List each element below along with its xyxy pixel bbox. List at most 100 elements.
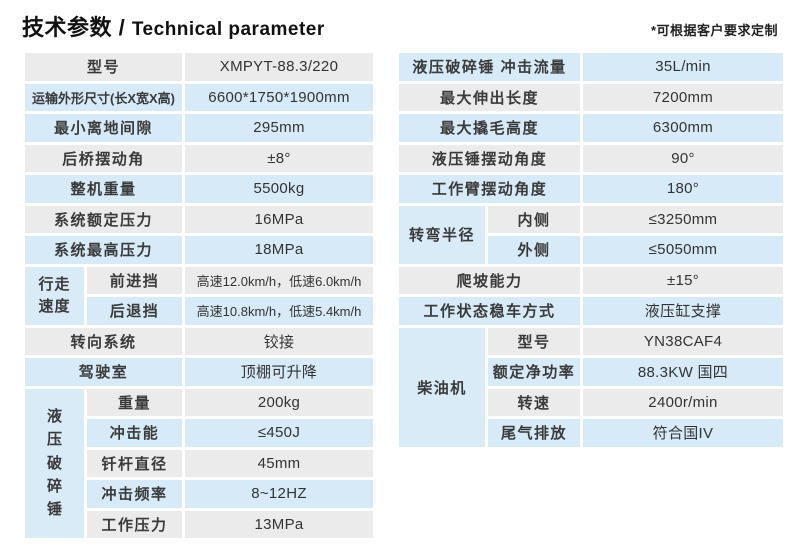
group-label: 行走速度 bbox=[25, 266, 84, 325]
param-value: 6600*1750*1900mm bbox=[185, 83, 373, 111]
group-label: 转弯半径 bbox=[399, 205, 485, 264]
param-value: ≤3250mm bbox=[583, 205, 783, 233]
param-label: 液压破碎锤 冲击流量 bbox=[399, 53, 580, 81]
param-label: 驾驶室 bbox=[25, 358, 182, 386]
table-row: 工作压力 13MPa bbox=[25, 510, 373, 538]
param-label: 系统最高压力 bbox=[25, 236, 182, 264]
param-label: 最小离地间隙 bbox=[25, 114, 182, 142]
table-row: 冲击频率 8~12HZ bbox=[25, 480, 373, 508]
table-row: 尾气排放 符合国IV bbox=[399, 419, 783, 447]
param-label: 整机重量 bbox=[25, 175, 182, 203]
sub-label: 钎杆直径 bbox=[87, 449, 182, 477]
param-value: 45mm bbox=[185, 449, 373, 477]
param-value: ≤5050mm bbox=[583, 236, 783, 264]
param-label: 后桥摆动角 bbox=[25, 144, 182, 172]
param-value: ±15° bbox=[583, 266, 783, 294]
customization-note: *可根据客户要求定制 bbox=[650, 23, 778, 38]
table-row: 液压破碎锤 重量 200kg bbox=[25, 388, 373, 538]
table-row: 运输外形尺寸(长X宽X高) 6600*1750*1900mm bbox=[25, 83, 373, 111]
sub-label: 重量 bbox=[87, 388, 182, 416]
param-label: 工作状态稳车方式 bbox=[399, 297, 580, 325]
sub-label: 尾气排放 bbox=[488, 419, 580, 447]
sub-label: 内侧 bbox=[488, 205, 580, 233]
sub-label: 冲击能 bbox=[87, 419, 182, 447]
table-row: 后退挡 高速10.8km/h，低速5.4km/h bbox=[25, 297, 373, 325]
table-row: 工作臂摆动角度 180° bbox=[399, 175, 783, 203]
sub-label: 型号 bbox=[488, 327, 580, 355]
table-row: 工作状态稳车方式 液压缸支撑 bbox=[399, 297, 783, 325]
param-value: XMPYT-88.3/220 bbox=[185, 53, 373, 81]
param-value: 200kg bbox=[185, 388, 373, 416]
page-title-zh: 技术参数 bbox=[22, 15, 113, 40]
table-row: 最大伸出长度 7200mm bbox=[399, 83, 783, 111]
param-value: 18MPa bbox=[185, 236, 373, 264]
table-row: 冲击能 ≤450J bbox=[25, 419, 373, 447]
param-value: 2400r/min bbox=[583, 388, 783, 416]
sub-label: 额定净功率 bbox=[488, 358, 580, 386]
param-label: 最大撬毛高度 bbox=[399, 114, 580, 142]
param-value: 铰接 bbox=[185, 327, 373, 355]
param-value: YN38CAF4 bbox=[583, 327, 783, 355]
table-row: 转向系统 铰接 bbox=[25, 327, 373, 355]
param-label: 转向系统 bbox=[25, 327, 182, 355]
param-value: 16MPa bbox=[185, 205, 373, 233]
group-label-text: 液压破碎锤 bbox=[46, 408, 62, 519]
sub-label: 冲击频率 bbox=[87, 480, 182, 508]
param-label: 系统额定压力 bbox=[25, 205, 182, 233]
param-label: 工作臂摆动角度 bbox=[399, 175, 580, 203]
param-value: ≤450J bbox=[185, 419, 373, 447]
table-row: 行走速度 前进挡 高速12.0km/h，低速6.0km/h bbox=[25, 266, 373, 325]
param-label: 型号 bbox=[25, 53, 182, 81]
param-value: 液压缸支撑 bbox=[583, 297, 783, 325]
table-row: 整机重量 5500kg bbox=[25, 175, 373, 203]
table-row: 液压锤摆动角度 90° bbox=[399, 144, 783, 172]
table-row: 后桥摆动角 ±8° bbox=[25, 144, 373, 172]
page-title: 技术参数 / Technical parameter bbox=[22, 10, 325, 42]
sub-label: 工作压力 bbox=[87, 510, 182, 538]
table-row: 额定净功率 88.3KW 国四 bbox=[399, 358, 783, 386]
table-row: 系统额定压力 16MPa bbox=[25, 205, 373, 233]
param-label: 液压锤摆动角度 bbox=[399, 144, 580, 172]
param-value: 90° bbox=[583, 144, 783, 172]
param-value: 符合国IV bbox=[583, 419, 783, 447]
param-label: 运输外形尺寸(长X宽X高) bbox=[25, 83, 182, 111]
table-row: 钎杆直径 45mm bbox=[25, 449, 373, 477]
table-row: 转速 2400r/min bbox=[399, 388, 783, 416]
param-label: 爬坡能力 bbox=[399, 266, 580, 294]
param-value: 6300mm bbox=[583, 114, 783, 142]
right-spec-table: 液压破碎锤 冲击流量 35L/min 最大伸出长度 7200mm 最大撬毛高度 … bbox=[396, 50, 786, 450]
param-value: 180° bbox=[583, 175, 783, 203]
param-value: 高速12.0km/h，低速6.0km/h bbox=[185, 266, 373, 294]
table-row: 最大撬毛高度 6300mm bbox=[399, 114, 783, 142]
param-value: 高速10.8km/h，低速5.4km/h bbox=[185, 297, 373, 325]
table-row: 外侧 ≤5050mm bbox=[399, 236, 783, 264]
param-value: 35L/min bbox=[583, 53, 783, 81]
group-label: 柴油机 bbox=[399, 327, 485, 447]
sub-label: 转速 bbox=[488, 388, 580, 416]
param-value: ±8° bbox=[185, 144, 373, 172]
page-title-separator: / bbox=[112, 15, 132, 40]
param-label: 最大伸出长度 bbox=[399, 83, 580, 111]
param-value: 13MPa bbox=[185, 510, 373, 538]
param-value: 88.3KW 国四 bbox=[583, 358, 783, 386]
group-label: 液压破碎锤 bbox=[25, 388, 84, 538]
table-row: 系统最高压力 18MPa bbox=[25, 236, 373, 264]
page-title-en: Technical parameter bbox=[131, 19, 325, 40]
table-row: 驾驶室 顶棚可升降 bbox=[25, 358, 373, 386]
sub-label: 后退挡 bbox=[87, 297, 182, 325]
param-value: 7200mm bbox=[583, 83, 783, 111]
spec-sheet-page: 技术参数 / Technical parameter *可根据客户要求定制 型号… bbox=[22, 10, 790, 541]
param-value: 8~12HZ bbox=[185, 480, 373, 508]
param-value: 295mm bbox=[185, 114, 373, 142]
group-label-text: 行走速度 bbox=[38, 275, 71, 315]
table-row: 型号 XMPYT-88.3/220 bbox=[25, 53, 373, 81]
table-row: 爬坡能力 ±15° bbox=[399, 266, 783, 294]
left-spec-table: 型号 XMPYT-88.3/220 运输外形尺寸(长X宽X高) 6600*175… bbox=[22, 50, 376, 541]
param-value: 5500kg bbox=[185, 175, 373, 203]
table-row: 转弯半径 内侧 ≤3250mm bbox=[399, 205, 783, 264]
spec-tables: 型号 XMPYT-88.3/220 运输外形尺寸(长X宽X高) 6600*175… bbox=[22, 50, 790, 541]
table-row: 柴油机 型号 YN38CAF4 bbox=[399, 327, 783, 447]
sub-label: 外侧 bbox=[488, 236, 580, 264]
sub-label: 前进挡 bbox=[87, 266, 182, 294]
table-row: 最小离地间隙 295mm bbox=[25, 114, 373, 142]
